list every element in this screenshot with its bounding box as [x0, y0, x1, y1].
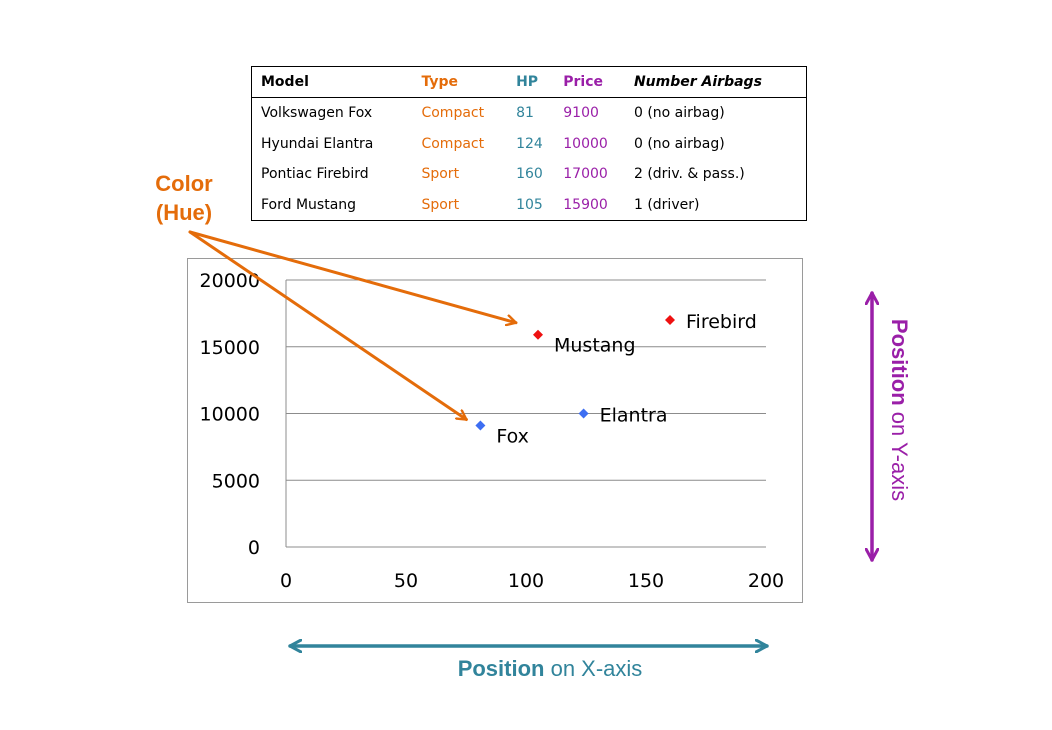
chart-frame: [187, 258, 803, 603]
y-position-annotation: Position on Y-axis: [887, 319, 912, 501]
cell-hp: 105: [516, 196, 543, 213]
x-position-bold: Position: [458, 656, 545, 681]
cell-type: Compact: [421, 135, 485, 152]
x-tick-label: 200: [748, 570, 784, 592]
cell-model: Ford Mustang: [261, 196, 357, 213]
cell-price: 15900: [563, 196, 608, 213]
tick-layer: 0 5000 10000 15000 20000 0 50 100 150 200: [200, 270, 785, 592]
cell-price: 10000: [563, 135, 608, 152]
y-tick-label: 10000: [200, 404, 260, 426]
cell-price: 9100: [563, 105, 599, 122]
column-header-model: Model: [261, 74, 309, 90]
hue-arrow-to-fox: [188, 230, 468, 422]
y-tick-label: 0: [248, 537, 260, 559]
cell-airbags: 2 (driv. & pass.): [633, 166, 745, 183]
table-row: Ford Mustang Sport 105 15900 1 (driver): [252, 189, 807, 220]
data-label-fox: Fox: [496, 426, 529, 448]
data-point-mustang: [533, 329, 543, 340]
table-row: Pontiac Firebird Sport 160 17000 2 (driv…: [252, 159, 807, 189]
data-point-fox: [475, 420, 486, 431]
x-tick-label: 150: [628, 570, 664, 592]
table-header-row: Model Type HP Price Number Airbags: [251, 67, 807, 98]
cell-hp: 160: [516, 166, 543, 183]
cell-model: Volkswagen Fox: [261, 105, 373, 122]
column-header-airbags: Number Airbags: [633, 74, 762, 90]
y-tick-label: 20000: [200, 270, 260, 292]
cell-model: Pontiac Firebird: [261, 166, 369, 183]
data-label-elantra: Elantra: [600, 405, 668, 427]
table-row: Hyundai Elantra Compact 124 10000 0 (no …: [252, 129, 807, 159]
y-position-bold: Position: [887, 319, 912, 406]
data-point-elantra: [578, 408, 589, 419]
cell-hp: 81: [516, 105, 534, 122]
data-point-firebird: [665, 315, 675, 326]
hue-annotation-line2: (Hue): [156, 200, 212, 225]
point-layer: Fox Elantra Firebird Mustang: [475, 311, 757, 448]
cell-type: Compact: [421, 105, 485, 122]
data-table: Model Type HP Price Number Airbags Volks…: [251, 66, 807, 221]
cell-hp: 124: [516, 135, 543, 152]
data-label-firebird: Firebird: [686, 311, 757, 333]
cell-type: Sport: [421, 166, 460, 183]
column-header-type: Type: [421, 74, 458, 90]
hue-annotation-line1: Color: [155, 171, 213, 196]
column-header-price: Price: [563, 74, 604, 90]
hue-arrow-to-mustang: [188, 230, 518, 323]
y-tick-label: 5000: [212, 470, 260, 492]
y-tick-label: 15000: [200, 337, 260, 359]
x-position-annotation: Position on X-axis: [458, 656, 643, 681]
y-position-rest: on Y-axis: [887, 406, 912, 501]
cell-airbags: 1 (driver): [633, 196, 700, 213]
x-tick-label: 100: [508, 570, 544, 592]
table-row: Volkswagen Fox Compact 81 9100 0 (no air…: [252, 98, 807, 129]
column-header-hp: HP: [516, 74, 539, 90]
data-label-mustang: Mustang: [554, 335, 636, 357]
x-tick-label: 50: [394, 570, 418, 592]
x-position-rest: on X-axis: [544, 656, 642, 681]
cell-model: Hyundai Elantra: [261, 135, 374, 152]
cell-type: Sport: [421, 196, 460, 213]
cell-airbags: 0 (no airbag): [633, 135, 725, 152]
cell-airbags: 0 (no airbag): [633, 105, 725, 122]
x-tick-label: 0: [280, 570, 292, 592]
cell-price: 17000: [563, 166, 608, 183]
